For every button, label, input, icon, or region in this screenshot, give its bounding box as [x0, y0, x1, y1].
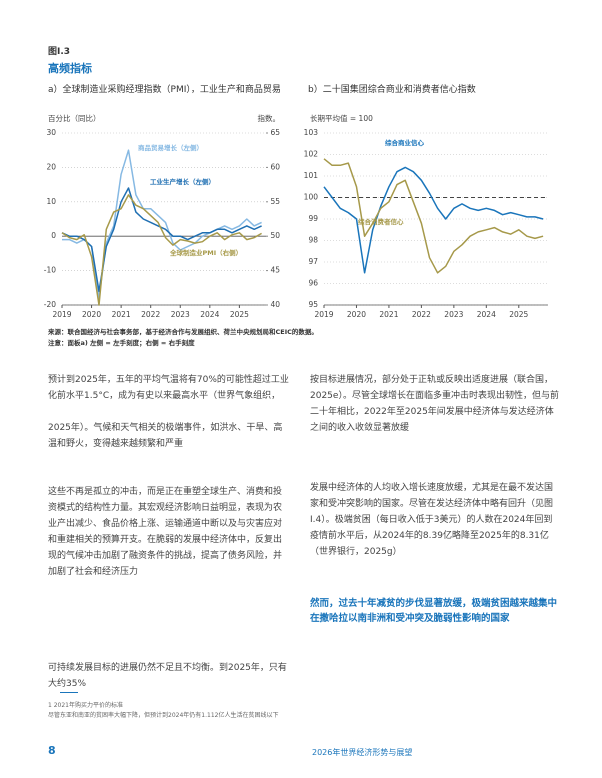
paragraph: 这些不再是孤立的冲击，而是正在重塑全球生产、消费和投资模式的结构性力量。其宏观经…	[48, 487, 283, 577]
footnote-rule	[60, 692, 78, 693]
series-line	[61, 187, 262, 292]
series-line	[323, 166, 544, 274]
y2-tick-label: 40	[270, 300, 280, 309]
x-tick-label: 2021	[379, 310, 398, 319]
source-note: 来源：联合国经济与社会事务部，基于经济合作与发展组织、荷兰中央规划局和CEIC的…	[48, 328, 318, 336]
y-tick-label: 30	[46, 128, 56, 137]
panel-title: a）全球制造业采购经理指数（PMI），工业生产和商品贸易	[48, 85, 281, 95]
series-label: 综合消费者信心	[358, 217, 404, 226]
right-column: 按目标进展情况，部分处于正轨或反映出适度进展（联合国，2025e）。尽管全球增长…	[310, 372, 560, 576]
series-line	[323, 158, 544, 274]
y-tick-label: 97	[308, 257, 318, 266]
page-number: 8	[48, 744, 56, 757]
x-tick-label: 2020	[347, 310, 366, 319]
y-tick-label: 96	[308, 279, 318, 288]
y2-tick-label: 45	[270, 266, 280, 275]
paragraph: 发展中经济体的人均收入增长速度放缓，尤其是在最不发达国家和受冲突影响的国家。尽管…	[310, 483, 554, 557]
y-tick-label: -10	[44, 266, 56, 275]
charts: 百分比（同比） 指数。 -20 -10 0 10 20 30 40 45 50 55 60 65 2019 2…	[44, 113, 548, 319]
y2-tick-label: 55	[270, 197, 280, 206]
series-label: 商品贸易增长（左侧）	[138, 143, 203, 152]
panel-title: b）二十国集团综合商业和消费者信心指数	[308, 85, 476, 95]
series-label: 工业生产增长（左侧）	[150, 177, 215, 186]
x-tick-label: 2025	[509, 310, 528, 319]
series-line	[61, 194, 262, 306]
y-tick-label: 10	[46, 197, 56, 206]
y-axis-label: 百分比（同比）	[48, 113, 101, 123]
series-label: 综合商业信心	[385, 138, 425, 147]
note: 注意：面板a) 左侧 = 左手刻度；右侧 = 右手刻度	[48, 339, 195, 347]
x-tick-label: 2025	[230, 310, 249, 319]
y-tick-label: 98	[308, 236, 318, 245]
paragraph: 按目标进展情况，部分处于正轨或反映出适度进展（联合国，2025e）。尽管全球增长…	[310, 375, 559, 433]
y2-tick-label: 50	[270, 231, 280, 240]
x-tick-label: 2019	[52, 310, 71, 319]
x-tick-label: 2020	[82, 310, 101, 319]
x-tick-label: 2023	[444, 310, 463, 319]
footer-title: 2026年世界经济形势与展望	[312, 748, 413, 757]
y-tick-label: 101	[304, 171, 319, 180]
y-tick-label: 99	[308, 214, 318, 223]
paragraph: 预计到2025年，五年的平均气温将有70%的可能性超过工业化前水平1.5°C，成…	[48, 375, 289, 401]
y-tick-label: 20	[46, 162, 56, 171]
paragraph: 2025年）。气候和天气相关的极端事件，如洪水、干旱、高温和野火，变得越来越频繁…	[48, 423, 283, 449]
x-tick-label: 2023	[171, 310, 190, 319]
y-tick-label: 95	[308, 300, 318, 309]
y-tick-label: 100	[304, 193, 319, 202]
series-label: 全球制造业PMI（右侧）	[169, 248, 242, 257]
footnote: 尽管东亚和南亚的贫困率大幅下降，但预计到2024年仍有1.112亿人生活在贫困线…	[48, 712, 279, 719]
y-tick-label: -20	[44, 300, 56, 309]
x-tick-label: 2024	[200, 310, 219, 319]
y-tick-label: 103	[304, 128, 319, 137]
pull-quote: 然而，过去十年减贫的步伐显著放缓，极端贫困越来越集中在撒哈拉以南非洲和受冲突及脆…	[310, 598, 558, 624]
x-tick-label: 2022	[412, 310, 431, 319]
x-tick-label: 2019	[314, 310, 333, 319]
paragraph: 可持续发展目标的进展仍然不足且不均衡。到2025年，只有大约35%	[48, 663, 287, 689]
footnote: 1 2021年购买力平价的标准	[48, 702, 123, 709]
y-tick-label: 102	[304, 150, 319, 159]
figure-title: 高频指标	[48, 62, 92, 75]
y-axis-label: 长期平均值 = 100	[310, 113, 373, 123]
y-tick-label: 0	[51, 231, 56, 240]
y2-tick-label: 65	[270, 128, 280, 137]
x-tick-label: 2021	[112, 310, 131, 319]
left-column: 预计到2025年，五年的平均气温将有70%的可能性超过工业化前水平1.5°C，成…	[48, 372, 290, 708]
y2-tick-label: 60	[270, 162, 280, 171]
x-tick-label: 2024	[477, 310, 496, 319]
x-tick-label: 2022	[141, 310, 160, 319]
figure-label: 图I.3	[48, 47, 71, 57]
series-line	[62, 149, 262, 299]
y2-axis-label: 指数。	[258, 113, 281, 123]
